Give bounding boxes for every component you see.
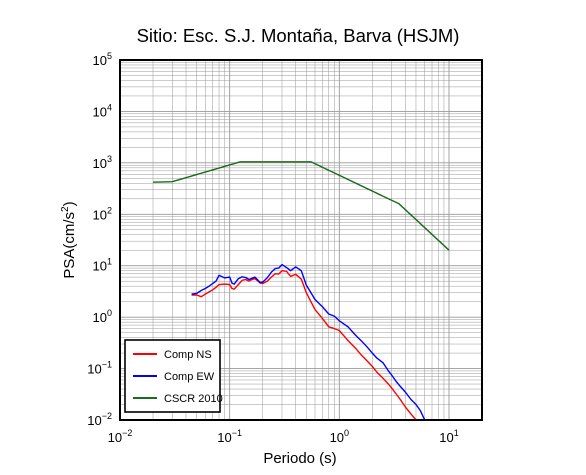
series-line-cscr-2010 xyxy=(152,161,450,251)
x-tick-label: 10−2 xyxy=(108,428,133,445)
y-tick-exp: 5 xyxy=(107,51,112,61)
y-tick-base: 10 xyxy=(87,362,101,377)
series-line-comp-ns xyxy=(191,270,417,421)
chart-title: Sitio: Esc. S.J. Montaña, Barva (HSJM) xyxy=(137,25,460,46)
x-tick-label: 101 xyxy=(439,428,458,445)
y-tick-label: 105 xyxy=(93,51,112,68)
y-tick-exp: 2 xyxy=(107,205,112,215)
y-tick-label: 10−1 xyxy=(87,360,112,377)
x-tick-exp: 1 xyxy=(454,428,459,438)
legend: Comp NS Comp EW CSCR 2010 xyxy=(124,339,223,413)
x-tick-base: 10 xyxy=(108,430,122,445)
y-tick-label: 10−2 xyxy=(87,411,112,428)
y-tick-exp: 4 xyxy=(107,102,112,112)
y-axis-label: PSA(cm/s2) xyxy=(60,201,78,278)
x-axis-label: Periodo (s) xyxy=(263,450,336,467)
x-tick-label: 10−1 xyxy=(217,428,242,445)
y-tick-base: 10 xyxy=(93,156,107,171)
y-tick-label: 102 xyxy=(93,205,112,222)
grid xyxy=(119,60,483,421)
y-tick-label: 100 xyxy=(93,308,112,325)
y-axis-label-base: PSA(cm/s xyxy=(61,212,78,279)
y-tick-label: 103 xyxy=(93,154,112,171)
x-tick-exp: −1 xyxy=(232,428,242,438)
y-tick-exp: 1 xyxy=(107,257,112,267)
plot-frame xyxy=(119,59,483,421)
x-tick-base: 10 xyxy=(439,430,453,445)
x-tick-exp: −2 xyxy=(122,428,132,438)
y-tick-base: 10 xyxy=(93,53,107,68)
y-tick-exp: −1 xyxy=(102,360,112,370)
x-tick-base: 10 xyxy=(330,430,344,445)
legend-label: CSCR 2010 xyxy=(164,393,223,405)
y-tick-label: 101 xyxy=(93,257,112,274)
y-tick-exp: 3 xyxy=(107,154,112,164)
x-tick-exp: 0 xyxy=(344,428,349,438)
legend-label: Comp EW xyxy=(164,371,215,383)
y-tick-base: 10 xyxy=(87,413,101,428)
y-tick-exp: −2 xyxy=(102,411,112,421)
series-line-comp-ew xyxy=(191,263,426,421)
y-axis-label-close: ) xyxy=(61,201,78,206)
x-tick-base: 10 xyxy=(217,430,231,445)
y-axis-label-exp: 2 xyxy=(60,206,71,212)
y-tick-label: 104 xyxy=(93,102,112,119)
legend-label: Comp NS xyxy=(164,349,212,361)
y-tick-base: 10 xyxy=(93,104,107,119)
x-tick-label: 100 xyxy=(330,428,349,445)
y-tick-exp: 0 xyxy=(107,308,112,318)
y-tick-base: 10 xyxy=(93,310,107,325)
y-tick-base: 10 xyxy=(93,259,107,274)
y-tick-base: 10 xyxy=(93,207,107,222)
series-group xyxy=(152,161,450,421)
